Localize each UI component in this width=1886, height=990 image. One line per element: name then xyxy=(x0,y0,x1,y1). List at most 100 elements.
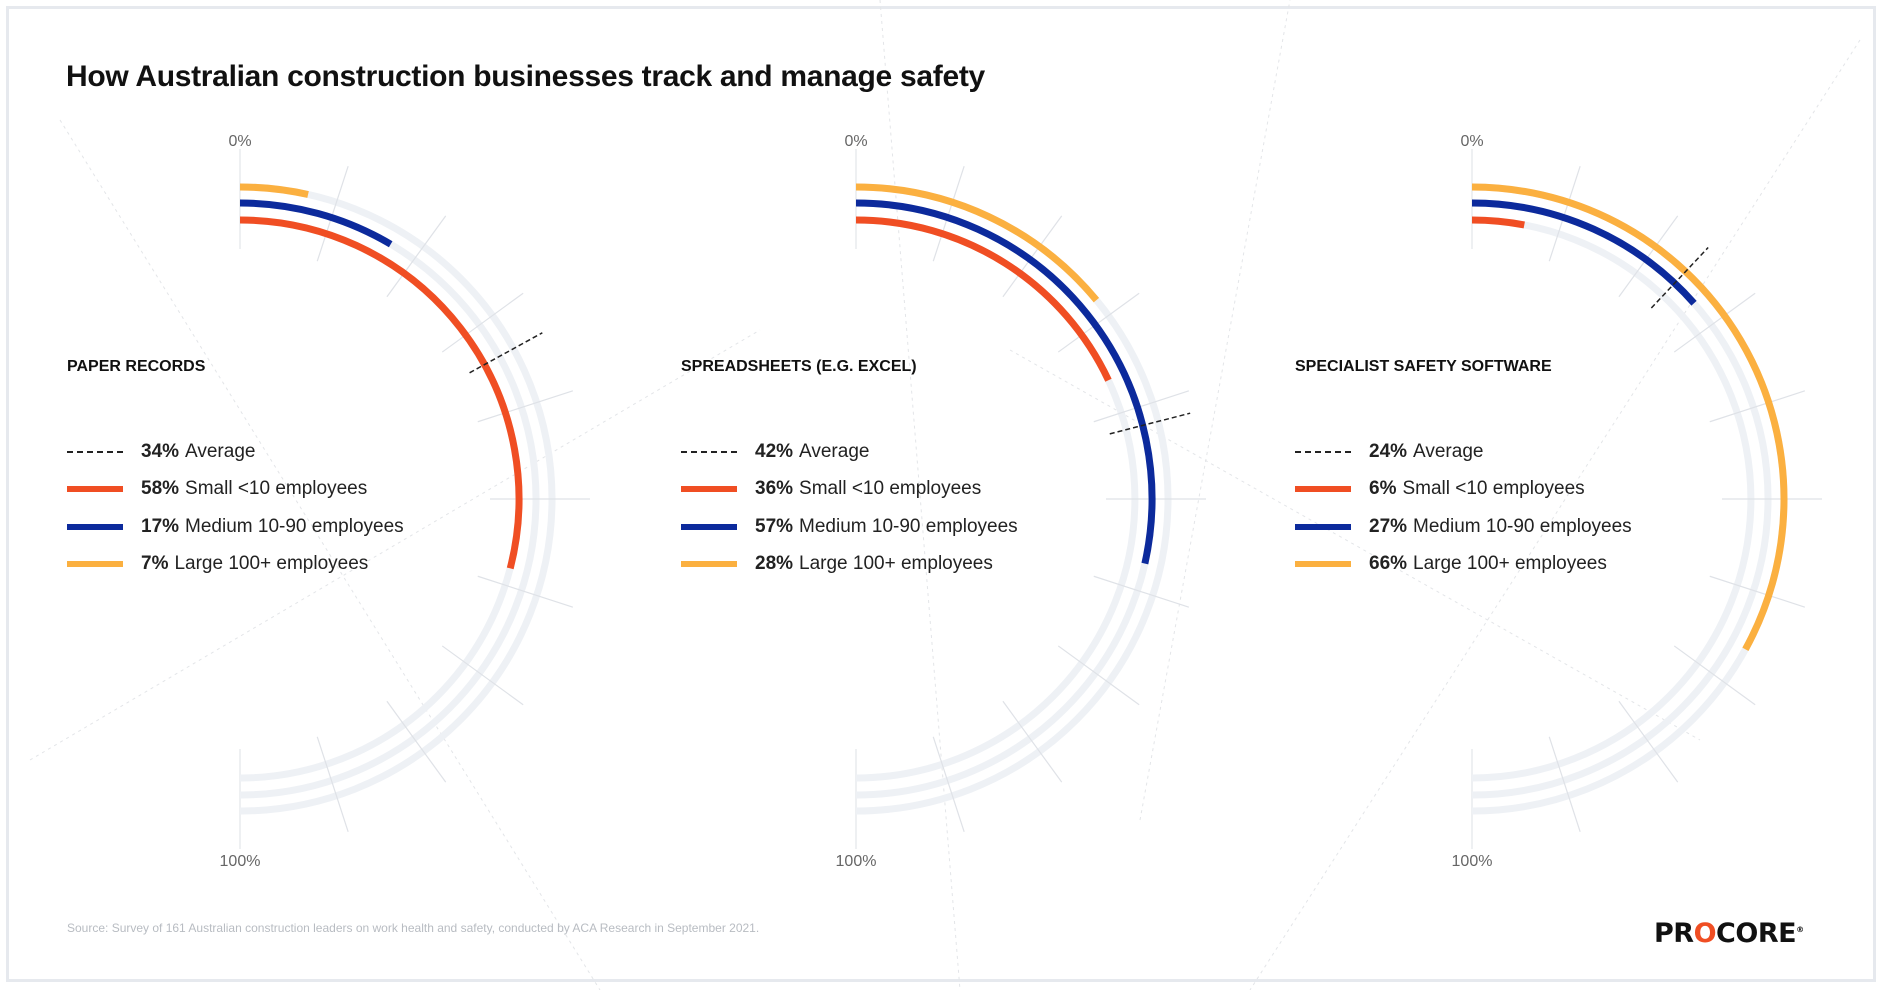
arc-large xyxy=(855,183,1100,303)
legend-label: Medium 10-90 employees xyxy=(185,515,404,537)
legend-value: 34% xyxy=(141,440,180,462)
arc-large xyxy=(1471,183,1788,651)
tick-20 xyxy=(386,215,447,298)
tick-30 xyxy=(441,292,524,353)
legend-large: 28% Large 100+ employees xyxy=(681,546,1018,584)
panel-title: PAPER RECORDS xyxy=(67,358,206,375)
arc-medium xyxy=(239,199,393,248)
legend-medium: 57% Medium 10-90 employees xyxy=(681,508,1018,546)
background-guide-line xyxy=(1009,349,1701,741)
legend-label: Average xyxy=(1413,440,1484,462)
legend-value: 66% xyxy=(1369,553,1408,575)
legend-medium: 27% Medium 10-90 employees xyxy=(1295,508,1632,546)
tick-80 xyxy=(386,700,447,783)
legend-value: 42% xyxy=(755,440,794,462)
legend-swatch xyxy=(681,523,737,530)
end-label: 100% xyxy=(1452,853,1493,870)
legend-small: 58% Small <10 employees xyxy=(67,471,404,509)
legend-value: 7% xyxy=(141,553,169,575)
start-label: 0% xyxy=(844,133,867,150)
arc-small xyxy=(855,216,1112,382)
start-label: 0% xyxy=(228,133,251,150)
legend-swatch xyxy=(67,450,123,453)
arc-large xyxy=(239,183,309,198)
tick-60 xyxy=(1093,575,1190,608)
tick-70 xyxy=(1057,645,1140,706)
tick-20 xyxy=(1002,215,1063,298)
legend-value: 57% xyxy=(755,515,794,537)
average-marker xyxy=(1109,412,1191,435)
tick-80 xyxy=(1002,700,1063,783)
tick-70 xyxy=(1673,645,1756,706)
frame xyxy=(6,6,1876,982)
legend-small: 36% Small <10 employees xyxy=(681,471,1018,509)
background-guide-line xyxy=(59,119,601,990)
legend-swatch xyxy=(1295,523,1351,530)
radial-chart-2: 0% 100% xyxy=(836,133,1206,870)
tick-10 xyxy=(1548,165,1581,262)
page-title: How Australian construction businesses t… xyxy=(66,60,985,93)
legend-label: Small <10 employees xyxy=(799,478,982,500)
arc-small xyxy=(1471,216,1525,229)
legend: 42% Average 36% Small <10 employees 57% Mediu… xyxy=(681,433,1018,583)
legend-label: Average xyxy=(799,440,870,462)
end-label: 100% xyxy=(836,853,877,870)
tick-30 xyxy=(1673,292,1756,353)
legend-value: 6% xyxy=(1369,478,1397,500)
source-note: Source: Survey of 161 Australian constru… xyxy=(67,921,760,935)
tick-60 xyxy=(1709,575,1806,608)
legend-value: 36% xyxy=(755,478,794,500)
panel-title: SPREADSHEETS (E.G. EXCEL) xyxy=(681,358,917,375)
legend-value: 58% xyxy=(141,478,180,500)
legend-swatch xyxy=(1295,450,1351,453)
legend-swatch xyxy=(67,523,123,530)
legend-label: Average xyxy=(185,440,256,462)
legend-average: 24% Average xyxy=(1295,433,1632,471)
legend-label: Small <10 employees xyxy=(1402,478,1585,500)
start-label: 0% xyxy=(1460,133,1483,150)
legend-label: Large 100+ employees xyxy=(1413,553,1607,575)
tick-90 xyxy=(1548,736,1581,833)
background-guide-line xyxy=(879,0,961,990)
background-guide-line xyxy=(1249,39,1861,990)
end-label: 100% xyxy=(220,853,261,870)
arc-medium xyxy=(1471,199,1697,306)
legend-label: Medium 10-90 employees xyxy=(1413,515,1632,537)
legend-value: 28% xyxy=(755,553,794,575)
tick-40 xyxy=(477,390,574,423)
legend-swatch xyxy=(1295,486,1351,493)
tick-90 xyxy=(316,736,349,833)
tick-80 xyxy=(1618,700,1679,783)
legend-value: 24% xyxy=(1369,440,1408,462)
tick-10 xyxy=(316,165,349,262)
tick-70 xyxy=(441,645,524,706)
average-marker xyxy=(469,332,543,374)
tick-40 xyxy=(1709,390,1806,423)
legend: 24% Average 6% Small <10 employees 27% Medium… xyxy=(1295,433,1632,583)
legend-medium: 17% Medium 10-90 employees xyxy=(67,508,404,546)
legend-label: Small <10 employees xyxy=(185,478,368,500)
radial-chart-1: 0% 100% xyxy=(220,133,590,870)
panel-title: SPECIALIST SAFETY SOFTWARE xyxy=(1295,358,1552,375)
legend-large: 66% Large 100+ employees xyxy=(1295,546,1632,584)
tick-10 xyxy=(932,165,965,262)
legend-swatch xyxy=(67,561,123,568)
legend-value: 27% xyxy=(1369,515,1408,537)
background-guide-line xyxy=(1139,0,1291,821)
tick-30 xyxy=(1057,292,1140,353)
legend-swatch xyxy=(681,486,737,493)
legend-large: 7% Large 100+ employees xyxy=(67,546,404,584)
legend-label: Large 100+ employees xyxy=(799,553,993,575)
legend: 34% Average 58% Small <10 employees 17% Mediu… xyxy=(67,433,404,583)
average-marker xyxy=(1650,246,1709,309)
legend-swatch xyxy=(67,486,123,493)
legend-swatch xyxy=(681,561,737,568)
arc-small xyxy=(239,216,523,570)
tick-20 xyxy=(1618,215,1679,298)
radial-chart-3: 0% 100% xyxy=(1452,133,1822,870)
legend-average: 42% Average xyxy=(681,433,1018,471)
procore-logo: PROCORE® xyxy=(1654,918,1804,949)
legend-value: 17% xyxy=(141,515,180,537)
legend-small: 6% Small <10 employees xyxy=(1295,471,1632,509)
